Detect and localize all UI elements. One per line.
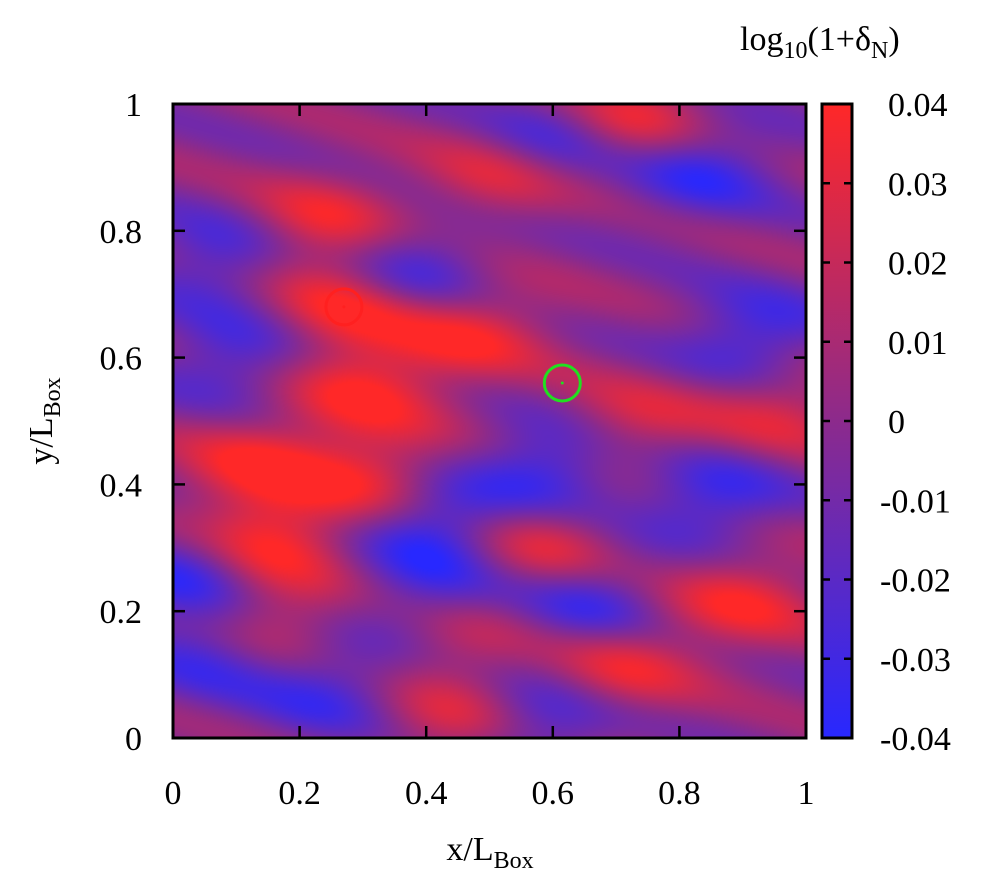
x-tick-label: 0.4 [405, 775, 448, 812]
red-circle-center [342, 305, 346, 309]
axis-ticks: 0 0.2 0.4 0.6 0.8 1 0 0.2 0.4 0.6 0.8 1 [100, 87, 815, 812]
red-circle-marker [324, 287, 364, 327]
colorbar-ticks: 0.04 0.03 0.02 0.01 0 -0.01 -0.02 -0.03 -0.04 [822, 87, 951, 758]
x-tick-label: 0.8 [658, 775, 701, 812]
colorbar-title: log10(1+δN) [740, 21, 900, 64]
cbar-tick-label: 0.03 [888, 166, 948, 203]
y-tick-label: 1 [125, 87, 142, 124]
cbar-tick-label: -0.04 [880, 721, 951, 758]
cbar-tick-label: 0 [888, 404, 905, 441]
x-axis-title: x/LBox [446, 831, 533, 874]
y-axis-title: y/LBox [23, 377, 66, 464]
cbar-tick-label: -0.02 [880, 563, 951, 600]
x-tick-label: 0.6 [532, 775, 575, 812]
markers-layer [324, 287, 582, 403]
x-tick-label: 1 [798, 775, 815, 812]
heatmap-field [173, 104, 806, 738]
cbar-tick-label: -0.03 [880, 642, 951, 679]
y-tick-label: 0.8 [100, 214, 143, 251]
x-tick-label: 0.2 [278, 775, 321, 812]
cbar-tick-label: -0.01 [880, 483, 951, 520]
cbar-tick-label: 0.04 [888, 87, 948, 124]
cbar-tick-label: 0.01 [888, 325, 948, 362]
y-tick-label: 0.2 [100, 594, 143, 631]
green-circle-center [560, 381, 564, 385]
green-circle-marker [542, 363, 582, 403]
plot-frame [171, 102, 808, 740]
cbar-tick-label: 0.02 [888, 246, 948, 283]
x-tick-label: 0 [165, 775, 182, 812]
y-tick-label: 0 [125, 721, 142, 758]
y-tick-label: 0.4 [100, 467, 143, 504]
y-tick-label: 0.6 [100, 341, 143, 378]
